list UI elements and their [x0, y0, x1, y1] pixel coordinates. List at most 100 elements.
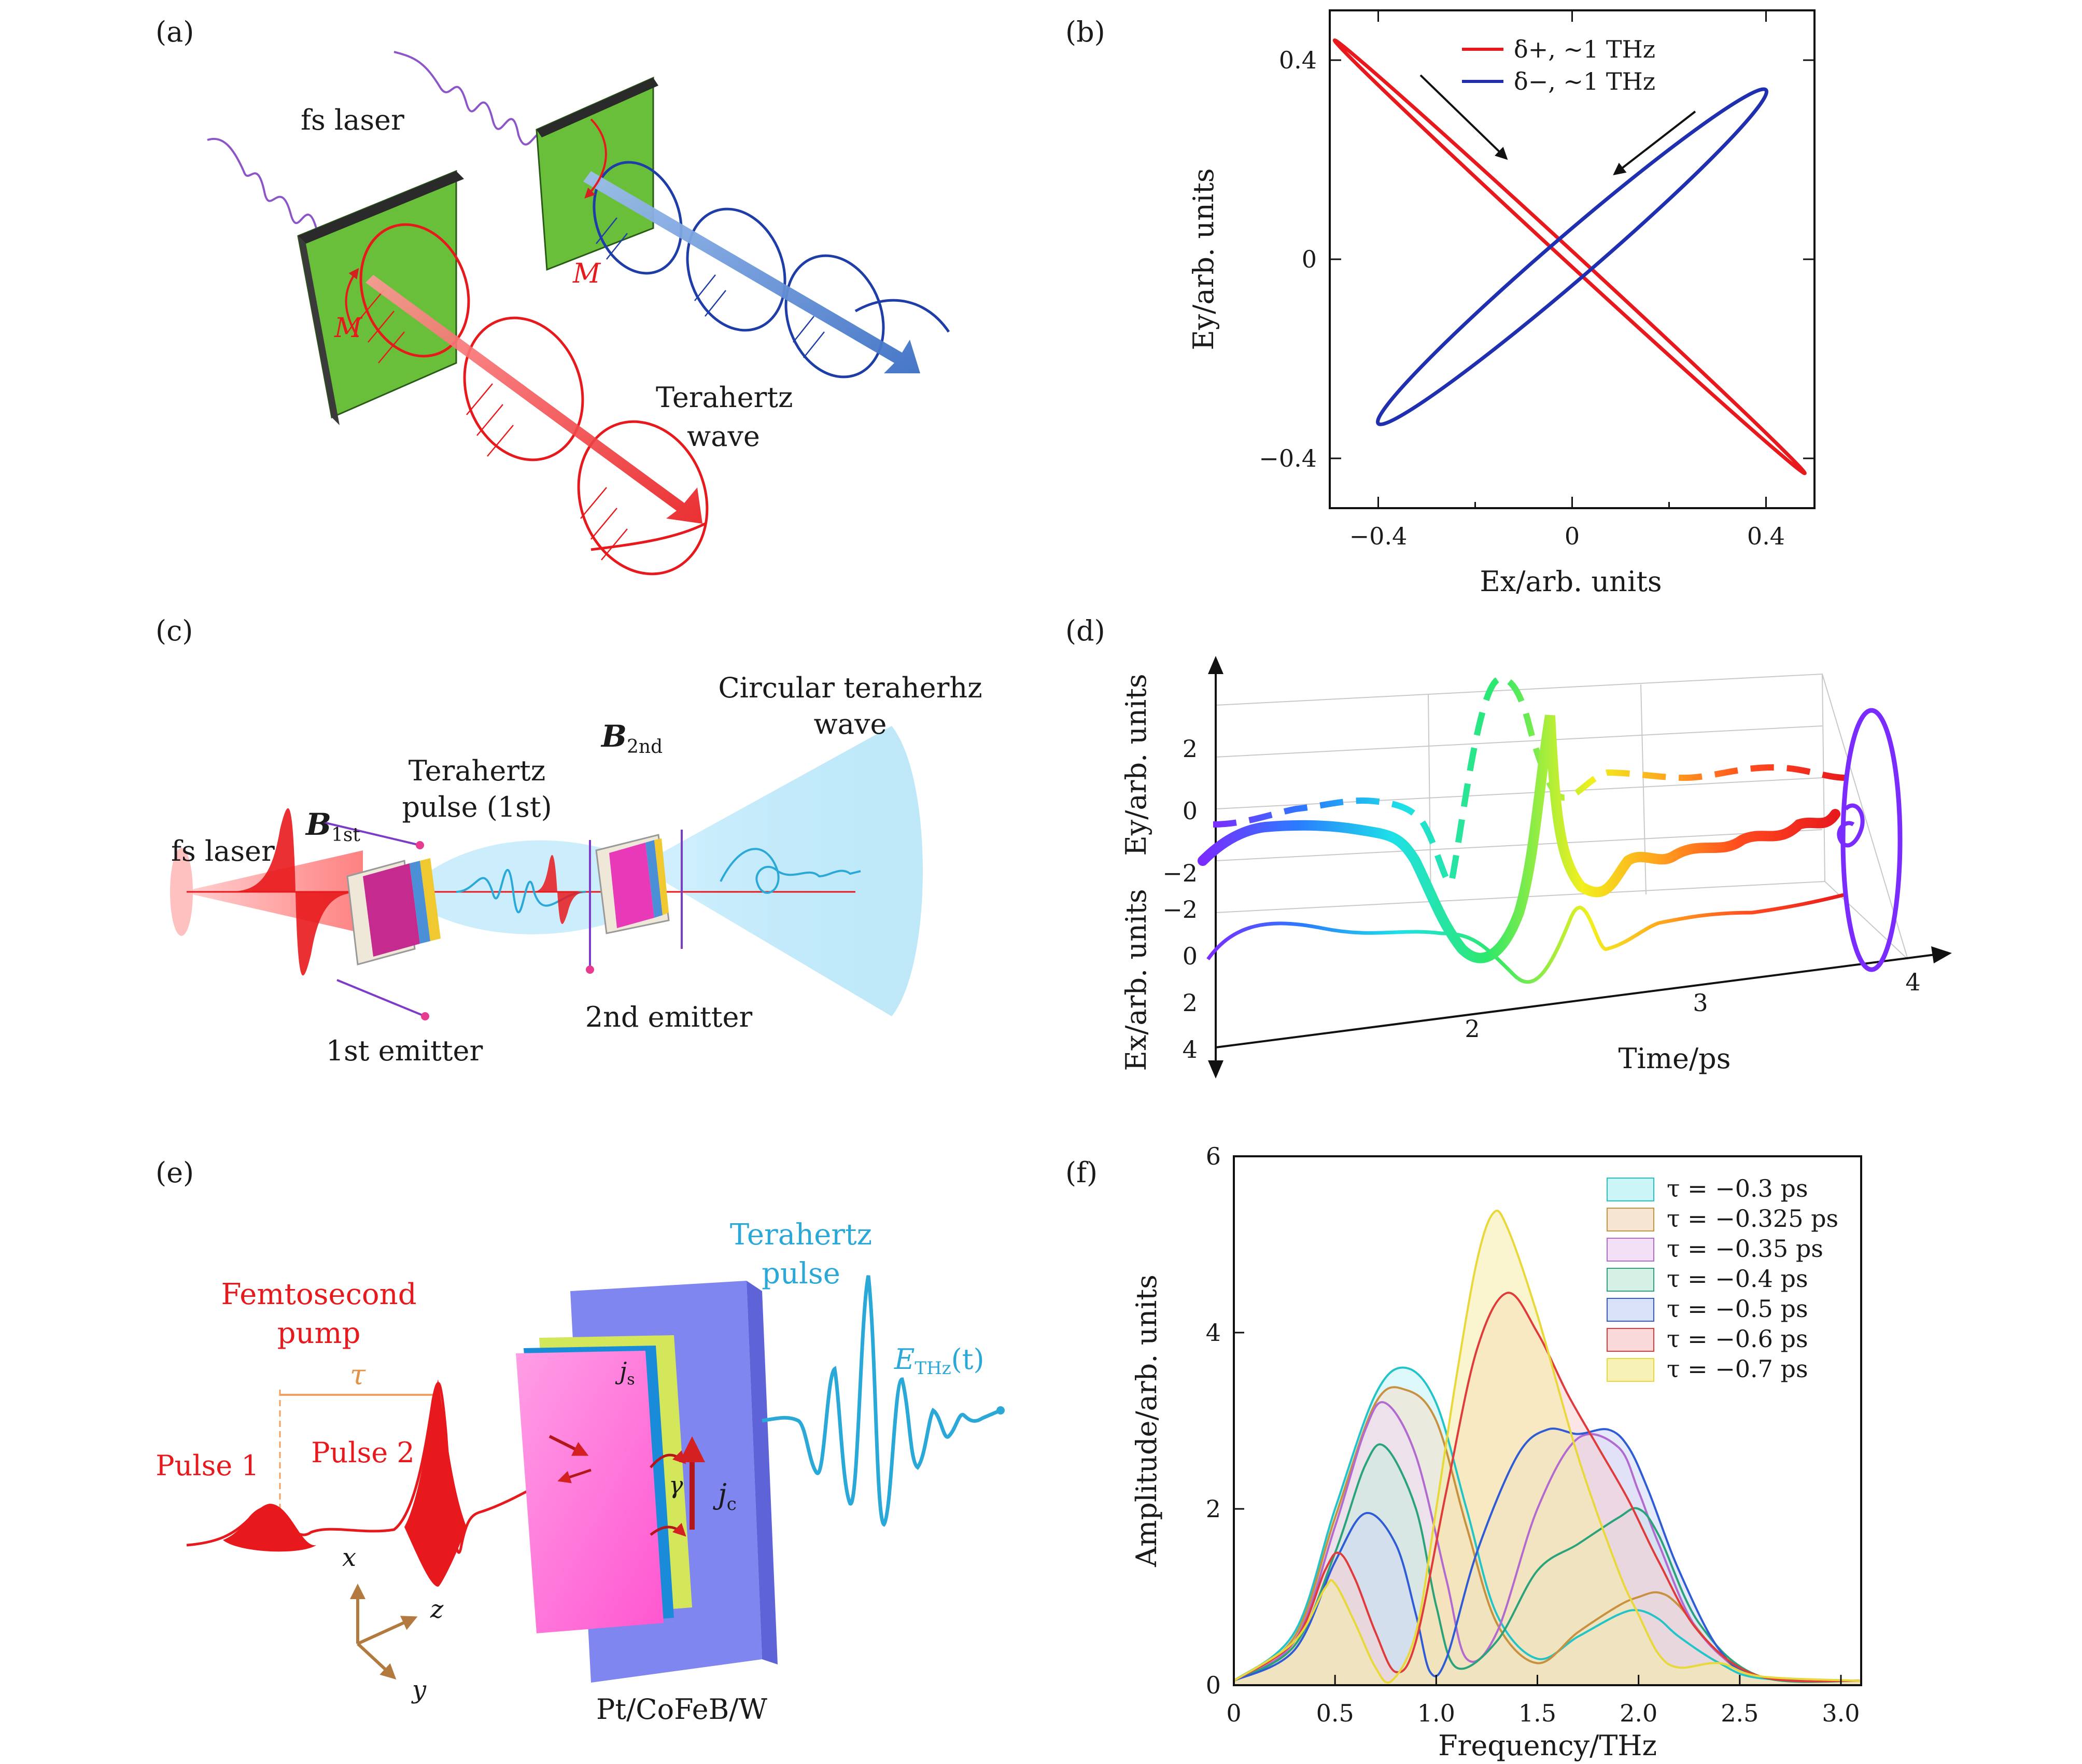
material-label: Pt/CoFeB/W: [596, 1693, 767, 1726]
pulse-1-fill: [223, 1504, 316, 1552]
panel-a-letter: (a): [156, 16, 194, 48]
legend-swatch-f: [1607, 1268, 1654, 1292]
tick-group-f: 0 0.5 1.0 1.5 2.0 2.5 3.0 0 2 4 6: [1206, 1142, 1860, 1727]
emitter-plate-right: [536, 76, 658, 271]
panel-c: (c) f: [156, 614, 982, 1067]
pump-arrow-out: [557, 1468, 592, 1483]
annotation-arrow-left: [1419, 74, 1508, 160]
terahertz-pulse-label-e-line2: pulse: [762, 1257, 840, 1291]
ey-projection-dashed: [1213, 675, 1846, 886]
second-emitter-label: 2nd emitter: [585, 1001, 753, 1033]
x-tick-label-b: 0: [1565, 522, 1580, 550]
first-emitter-label: 1st emitter: [326, 1034, 483, 1067]
ex-projection-curve: [1206, 892, 1846, 984]
blue-beam-arrow: [583, 171, 920, 373]
coord-z-axis: [357, 1616, 418, 1645]
panel-d: (d) 2 0 −2 −2 0: [1065, 614, 1952, 1079]
circular-wave-label-line2: wave: [814, 708, 887, 740]
b1st-field-dot: [416, 841, 424, 849]
ey-axis-arrowhead: [1208, 656, 1223, 674]
red-helix-wave: [359, 223, 709, 576]
ey-tick-minus2: −2: [1162, 859, 1198, 887]
circular-terahertz-wave: [720, 848, 861, 894]
b2nd-field-dot: [586, 965, 594, 974]
x-tick-label-f: 0: [1226, 1699, 1241, 1727]
polarization-trace: [1332, 38, 1807, 475]
legend-label-f: τ = −0.5 ps: [1667, 1295, 1808, 1323]
terahertz-pulse-label-line2: pulse (1st): [402, 791, 552, 823]
legend-label-f: τ = −0.325 ps: [1667, 1205, 1838, 1233]
m-label-left: M: [334, 313, 363, 344]
time-axis-title: Time/ps: [1619, 1042, 1731, 1075]
b2nd-label: B2nd: [600, 719, 663, 758]
time-tick-3: 3: [1693, 989, 1708, 1017]
panel-e: (e) Femtosecond pump τ Pulse 1 Pulse 2 x…: [156, 1156, 1005, 1726]
terahertz-pulse-e: [762, 1275, 1002, 1527]
coord-y-axis: [356, 1642, 397, 1680]
b1st-field-line-bottom: [336, 979, 426, 1017]
y-tick-label-f: 4: [1206, 1319, 1221, 1347]
y-tick-label-b: 0: [1302, 245, 1317, 273]
y-tick-label-f: 0: [1206, 1671, 1221, 1699]
y-tick-label-b: 0.4: [1279, 46, 1317, 74]
legend-label-f: τ = −0.4 ps: [1667, 1265, 1808, 1293]
magnetization-arrow-right: [584, 118, 607, 199]
magnetization-arrow-left: [345, 268, 359, 338]
gamma-label: γ: [669, 1471, 683, 1499]
coord-z-label: z: [430, 1595, 444, 1624]
panel-f-letter: (f): [1065, 1156, 1098, 1189]
coord-y-label: y: [411, 1675, 427, 1704]
3d-grid: [1215, 673, 1908, 960]
spectrum-line: [1233, 1292, 1862, 1683]
terahertz-label-a-line1: Terahertz: [656, 381, 793, 414]
tau-label: τ: [350, 1359, 366, 1391]
time-tick-2: 2: [1465, 1015, 1480, 1043]
x-tick-label-f: 2.0: [1620, 1699, 1657, 1727]
fs-laser-label-a: fs laser: [301, 104, 404, 136]
legend-label-b: δ+, ~1 THz: [1514, 35, 1655, 63]
legend-label-f: τ = −0.3 ps: [1667, 1174, 1808, 1202]
x-tick-label-f: 3.0: [1822, 1699, 1860, 1727]
spectrum-line: [1233, 1401, 1862, 1683]
x-tick-label-f: 2.5: [1721, 1699, 1759, 1727]
ex-axis-title-d: Ex/arb. units: [1120, 889, 1152, 1071]
m-label-right: M: [572, 258, 601, 289]
legend-swatch-f: [1607, 1178, 1654, 1201]
spin-current-arrow-top: [650, 1450, 686, 1468]
legend-f: τ = −0.3 psτ = −0.325 psτ = −0.35 psτ = …: [1607, 1174, 1838, 1383]
pulse-2-fill: [404, 1379, 467, 1587]
legend-swatch-f: [1607, 1358, 1654, 1382]
emitter-plate-left: [297, 170, 464, 425]
sample-stack: [516, 1281, 778, 1683]
terahertz-pulse-1st: [456, 869, 586, 914]
legend-swatch-f: [1607, 1238, 1654, 1262]
spectrum-area: [1234, 1210, 1861, 1685]
panel-f-chart: (f) 0 0.5 1.0 1.5 2.0 2.5 3.0 0 2 4 6 τ = −0.3 ps τ…: [1065, 1142, 1862, 1762]
b1st-label: B1st: [305, 807, 360, 846]
x-tick-label-f: 1.0: [1417, 1699, 1455, 1727]
spectrum-line: [1233, 1427, 1862, 1682]
plot-frame-f: [1233, 1155, 1862, 1686]
b1st-field-line-top: [321, 821, 420, 846]
y-axis-title-f: Amplitude/arb. units: [1130, 1275, 1163, 1567]
legend-b: δ+, ~1 THz δ−, ~1 THz: [1462, 35, 1655, 95]
coord-x-label: x: [342, 1543, 356, 1572]
annotation-arrow-right: [1613, 110, 1696, 175]
red-beam-arrow: [365, 275, 702, 524]
spectrum-line: [1233, 1366, 1862, 1682]
x-tick-label-b: −0.4: [1349, 522, 1408, 550]
terahertz-pulse-label-line1: Terahertz: [409, 754, 546, 787]
second-emitter: [595, 834, 670, 934]
pulse-2-label: Pulse 2: [311, 1436, 415, 1469]
blue-helix-hatching: [596, 217, 825, 358]
x-tick-label-f: 1.5: [1518, 1699, 1556, 1727]
ex-axis-arrowhead: [1208, 1060, 1223, 1079]
femtosecond-pump-label-line2: pump: [277, 1317, 361, 1350]
x-tick-label-b: 0.4: [1747, 522, 1785, 550]
spin-current-arrow-bottom: [650, 1523, 686, 1537]
legend-swatch-f: [1607, 1328, 1654, 1352]
series-group-f: [1233, 1210, 1862, 1685]
blue-helix-wave: [593, 161, 950, 379]
ex-tick-4: 4: [1183, 1035, 1198, 1063]
